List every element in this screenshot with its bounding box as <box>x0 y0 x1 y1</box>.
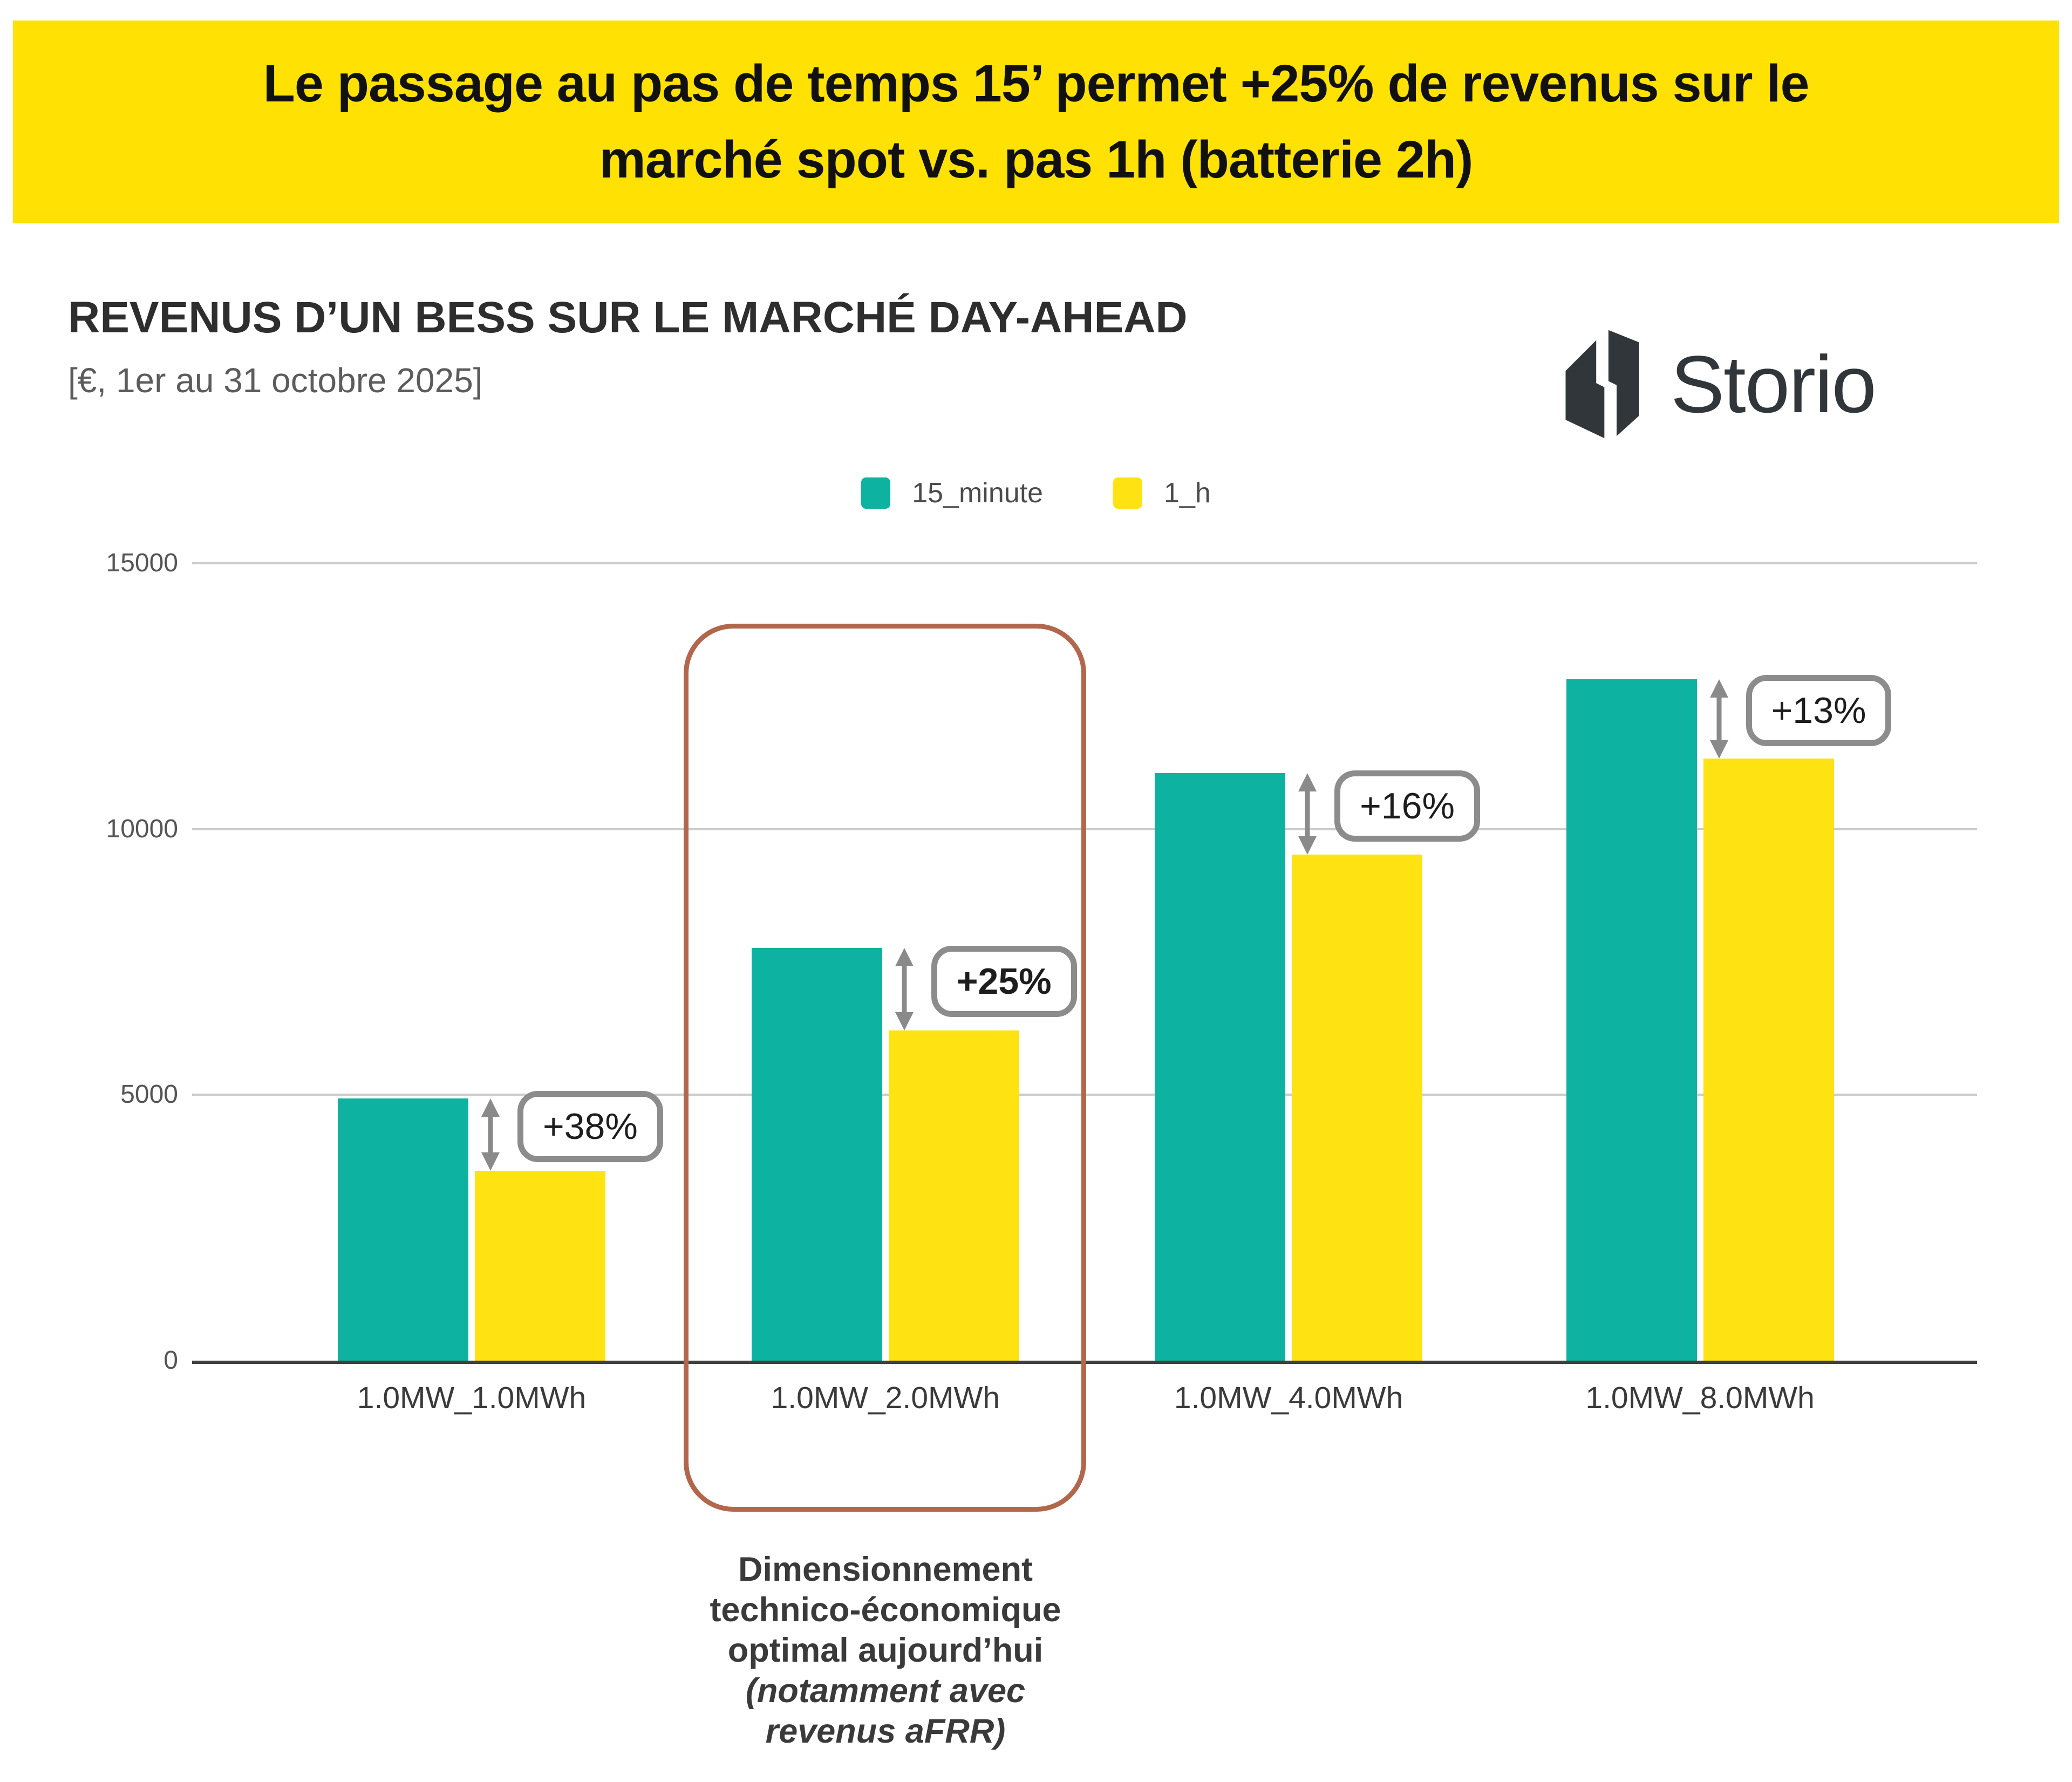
highlight-box <box>684 624 1086 1512</box>
x-axis-tick-label: 1.0MW_1.0MWh <box>357 1381 587 1415</box>
annotation-line-italic: (notamment avec <box>745 1672 1026 1710</box>
highlight-annotation: Dimensionnement technico-économique optima… <box>683 1549 1088 1752</box>
legend-swatch-icon <box>1113 477 1143 509</box>
chart-legend: 15_minute 1_h <box>0 477 2072 509</box>
bar-15_minute <box>1155 773 1286 1361</box>
legend-item-1_h: 1_h <box>1113 477 1211 509</box>
storio-logo: Storio <box>1557 328 1877 440</box>
annotation-line: Dimensionnement <box>738 1551 1033 1588</box>
chart-title: REVENUS D’UN BESS SUR LE MARCHÉ DAY-AHEA… <box>68 293 1188 342</box>
headline-banner: Le passage au pas de temps 15’ permet +2… <box>13 21 2059 223</box>
x-axis-tick-label: 1.0MW_8.0MWh <box>1585 1381 1815 1415</box>
headline-line-2: marché spot vs. pas 1h (batterie 2h) <box>599 130 1474 189</box>
bar-15_minute <box>751 948 882 1361</box>
delta-arrow-icon <box>1298 773 1317 855</box>
annotation-line: optimal aujourd’hui <box>727 1631 1044 1669</box>
storio-logo-icon <box>1565 330 1639 439</box>
headline-line-1: Le passage au pas de temps 15’ permet +2… <box>263 54 1810 113</box>
annotation-line-italic: revenus aFRR) <box>765 1712 1006 1750</box>
bar-15_minute <box>1566 679 1697 1361</box>
delta-label: +13% <box>1746 675 1892 747</box>
storio-logo-text: Storio <box>1671 338 1877 429</box>
delta-arrow-icon <box>481 1098 500 1171</box>
legend-label: 15_minute <box>912 477 1044 509</box>
x-axis-tick-label: 1.0MW_2.0MWh <box>771 1381 1000 1415</box>
y-axis-tick-label: 10000 <box>106 814 178 843</box>
legend-label: 1_h <box>1164 477 1211 509</box>
bar-1_h <box>1703 758 1834 1361</box>
bar-15_minute <box>338 1098 468 1361</box>
y-axis-tick-label: 5000 <box>120 1080 178 1109</box>
y-axis-tick-label: 15000 <box>106 549 178 577</box>
y-axis-tick-label: 0 <box>163 1346 178 1375</box>
gridline-15000 <box>192 562 1977 564</box>
annotation-line: technico-économique <box>710 1591 1061 1629</box>
delta-label: +38% <box>517 1091 663 1163</box>
bar-1_h <box>475 1171 605 1361</box>
delta-arrow-icon <box>1709 679 1728 759</box>
legend-item-15_minute: 15_minute <box>861 477 1043 509</box>
legend-swatch-icon <box>861 477 891 509</box>
delta-arrow-icon <box>895 948 914 1031</box>
bar-1_h <box>1292 855 1423 1361</box>
delta-label: +25% <box>931 945 1077 1017</box>
bar-1_h <box>888 1030 1019 1361</box>
x-axis-tick-label: 1.0MW_4.0MWh <box>1174 1381 1403 1415</box>
chart-subtitle: [€, 1er au 31 octobre 2025] <box>68 361 483 400</box>
delta-label: +16% <box>1334 770 1480 842</box>
